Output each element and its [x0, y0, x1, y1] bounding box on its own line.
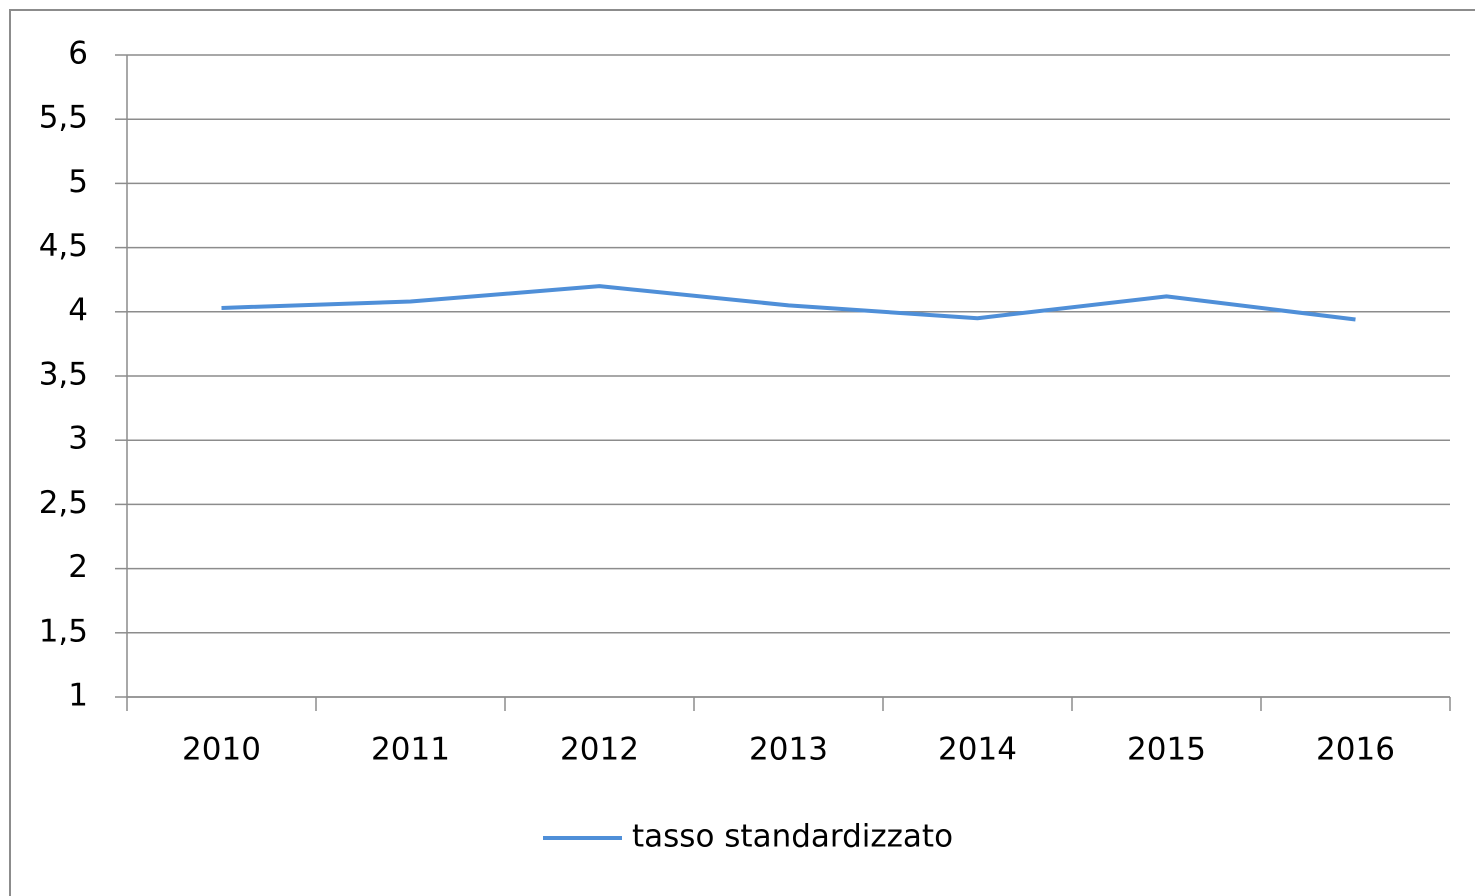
x-tick-label: 2016 — [1316, 732, 1395, 768]
y-tick-label: 4 — [68, 292, 88, 328]
y-tick-label: 1,5 — [39, 613, 88, 649]
x-tick-label: 2010 — [182, 732, 261, 768]
x-tick-label: 2011 — [371, 732, 450, 768]
y-tick-label: 5,5 — [39, 100, 88, 136]
x-tick-label: 2012 — [560, 732, 639, 768]
y-tick-label: 2 — [68, 549, 88, 585]
x-tick-label: 2014 — [938, 732, 1017, 768]
legend-label: tasso standardizzato — [632, 819, 953, 855]
y-tick-label: 2,5 — [39, 485, 88, 521]
chart-border — [9, 9, 1475, 896]
line-series — [221, 284, 1356, 322]
x-tick-label: 2015 — [1127, 732, 1206, 768]
y-tick-label: 3,5 — [39, 357, 88, 393]
y-tick-label: 6 — [68, 36, 88, 72]
y-tick-label: 5 — [68, 164, 88, 200]
x-tick-label: 2013 — [749, 732, 828, 768]
y-tick-label: 3 — [68, 421, 88, 457]
y-tick-label: 1 — [68, 678, 88, 714]
y-tick-label: 4,5 — [39, 228, 88, 264]
